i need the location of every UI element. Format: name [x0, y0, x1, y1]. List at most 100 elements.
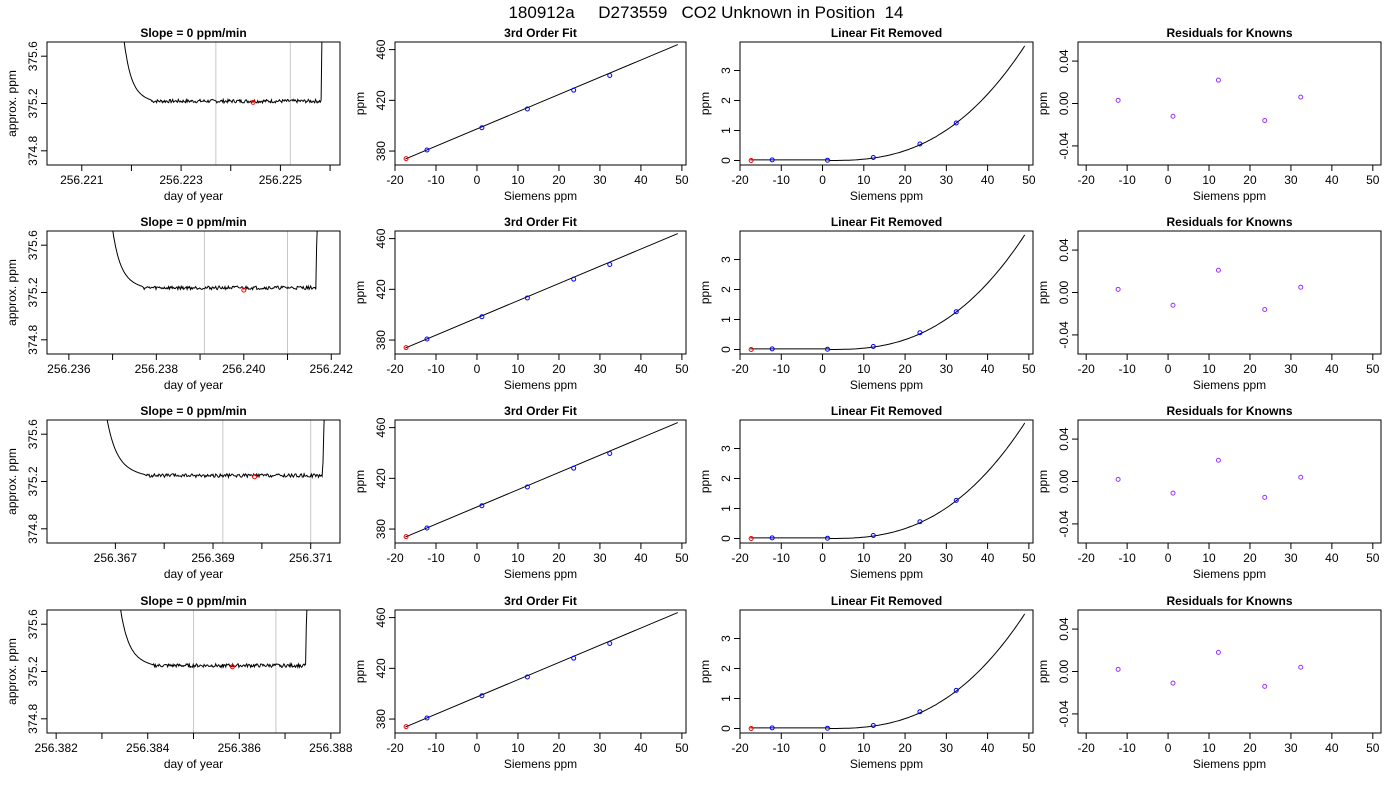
- x-tick-label: -10: [1118, 741, 1136, 755]
- x-tick-label: 256.388: [309, 741, 353, 755]
- x-tick-label: 256.382: [34, 741, 78, 755]
- x-tick-label: -10: [773, 551, 791, 565]
- x-tick-label: 0: [1165, 173, 1172, 187]
- fit-curve: [750, 422, 1026, 539]
- y-axis-label: ppm: [698, 470, 712, 493]
- analyzer-trace: [106, 420, 325, 480]
- known-standard-point: [769, 725, 775, 731]
- y-tick-label: 460: [374, 228, 388, 248]
- known-standard-point: [424, 715, 430, 721]
- panel-title: 3rd Order Fit: [504, 404, 577, 418]
- plot-area: [112, 231, 318, 354]
- plot-area: [403, 612, 678, 730]
- fit-curve: [750, 613, 1026, 729]
- plot-frame: [739, 41, 1034, 166]
- unknown-sample-point: [403, 724, 409, 730]
- panel-title: Slope = 0 ppm/min: [140, 26, 246, 40]
- y-tick-label: 460: [374, 417, 388, 437]
- fit-line: [405, 233, 678, 349]
- x-tick-label: 30: [940, 741, 954, 755]
- x-tick-label: 10: [1202, 551, 1216, 565]
- y-tick-label: -0.04: [1057, 510, 1071, 538]
- x-tick-label: 20: [552, 362, 566, 376]
- x-tick-label: 50: [1022, 741, 1036, 755]
- x-tick-label: 30: [593, 551, 607, 565]
- x-tick-label: 256.225: [259, 173, 303, 187]
- panel-title: 3rd Order Fit: [504, 26, 577, 40]
- x-tick-label: 50: [675, 173, 689, 187]
- unknown-sample-point: [403, 534, 409, 540]
- x-tick-label: 50: [1022, 173, 1036, 187]
- y-tick-label: 420: [374, 468, 388, 488]
- x-tick-label: 256.238: [135, 362, 179, 376]
- x-tick-label: -10: [1118, 362, 1136, 376]
- y-tick-label: 375.6: [26, 609, 40, 639]
- y-tick-label: -0.04: [1057, 132, 1071, 160]
- y-tick-label: 3: [719, 256, 733, 263]
- x-tick-label: 40: [634, 362, 648, 376]
- residual-point: [1170, 490, 1176, 496]
- x-tick-label: 30: [1284, 551, 1298, 565]
- panel-title: Residuals for Knowns: [1166, 594, 1292, 608]
- residual-point: [1170, 113, 1176, 119]
- x-tick-label: 20: [1243, 551, 1257, 565]
- x-tick-label: -20: [1078, 741, 1096, 755]
- residual-point: [1115, 286, 1121, 292]
- y-tick-label: 460: [374, 607, 388, 627]
- panel-r2-c1: Slope = 0 ppm/min 256.236 256.238 256.240 25…: [5, 215, 353, 392]
- y-tick-label: 420: [374, 90, 388, 110]
- known-standard-point: [824, 157, 830, 163]
- plot-frame: [46, 419, 341, 544]
- x-tick-label: 40: [981, 173, 995, 187]
- x-tick-label: 30: [1284, 173, 1298, 187]
- known-standard-point: [607, 640, 613, 646]
- x-tick-label: 10: [511, 741, 525, 755]
- residual-point: [1115, 666, 1121, 672]
- x-tick-label: -10: [773, 173, 791, 187]
- x-tick-label: -20: [731, 173, 749, 187]
- x-tick-label: 0: [819, 551, 826, 565]
- y-axis-label: ppm: [1036, 660, 1050, 683]
- x-tick-label: 40: [981, 551, 995, 565]
- y-axis-label: ppm: [1036, 470, 1050, 493]
- residual-point: [1170, 302, 1176, 308]
- known-standard-point: [607, 72, 613, 78]
- residual-point: [1262, 683, 1268, 689]
- panel-r2-c3: Linear Fit Removed -20 -10 0 10 20 30 40 50 0 1 2 3 S…: [698, 215, 1036, 392]
- residual-point: [1215, 649, 1221, 655]
- panel-r4-c3: Linear Fit Removed -20 -10 0 10 20 30 40 50 0 1 2 3 S…: [698, 594, 1036, 771]
- x-tick-label: -10: [427, 741, 445, 755]
- known-standard-point: [953, 309, 959, 315]
- known-standard-point: [870, 155, 876, 160]
- x-tick-label: 40: [1325, 173, 1339, 187]
- y-tick-label: 0: [719, 725, 733, 732]
- x-tick-label: 40: [1325, 551, 1339, 565]
- known-standard-point: [917, 330, 923, 336]
- x-tick-label: 50: [1022, 362, 1036, 376]
- y-tick-label: 380: [374, 709, 388, 729]
- x-tick-label: -10: [427, 551, 445, 565]
- y-tick-label: 375.6: [26, 41, 40, 71]
- y-tick-label: 0.04: [1057, 617, 1071, 641]
- x-tick-label: 20: [898, 741, 912, 755]
- y-tick-label: 375.2: [26, 466, 40, 496]
- x-tick-label: 0: [819, 173, 826, 187]
- known-standard-point: [571, 276, 577, 282]
- panel-title: Residuals for Knowns: [1166, 215, 1292, 229]
- panel-r2-c2: 3rd Order Fit -20 -10 0 10 20 30 40 50 380 420 460 S…: [353, 215, 689, 392]
- y-tick-label: 374.8: [26, 703, 40, 733]
- x-axis-label: Siemens ppm: [850, 189, 923, 203]
- x-tick-label: -20: [386, 741, 404, 755]
- x-tick-label: 256.371: [289, 551, 333, 565]
- x-axis-label: Siemens ppm: [1193, 378, 1266, 392]
- known-standard-point: [953, 687, 959, 693]
- panel-title: Slope = 0 ppm/min: [140, 594, 246, 608]
- panel-r3-c1: Slope = 0 ppm/min 256.367 256.369 256.371 37…: [5, 404, 341, 581]
- x-tick-label: 0: [474, 173, 481, 187]
- y-tick-label: 0.00: [1057, 659, 1071, 683]
- x-tick-label: -10: [427, 173, 445, 187]
- panel-r3-c2: 3rd Order Fit -20 -10 0 10 20 30 40 50 380 420 460 S…: [353, 404, 689, 581]
- x-axis-label: day of year: [164, 567, 223, 581]
- x-tick-label: 50: [1022, 551, 1036, 565]
- known-standard-point: [870, 723, 876, 728]
